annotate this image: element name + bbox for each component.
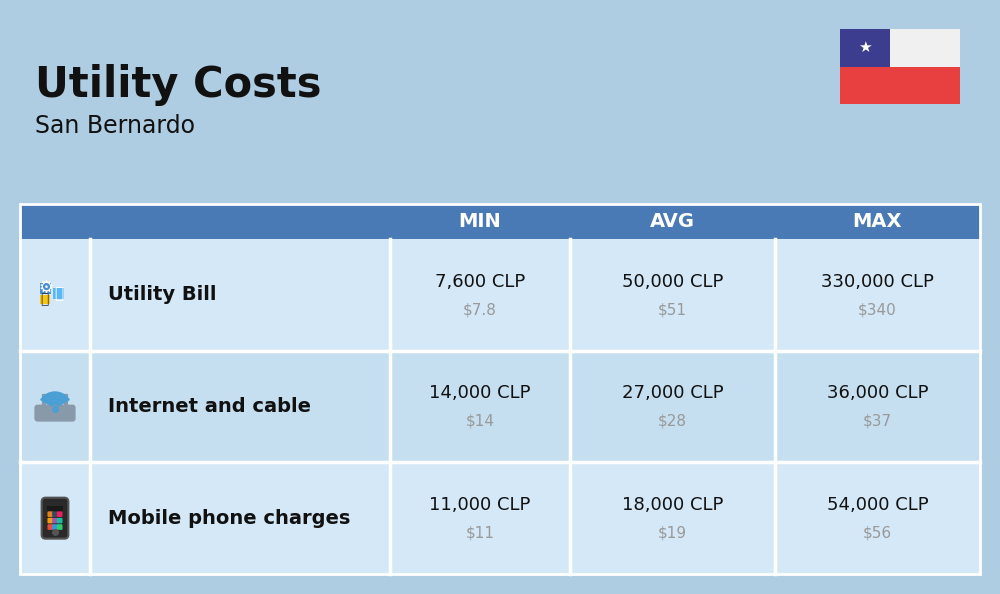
Text: $56: $56 <box>863 526 892 541</box>
Text: 11,000 CLP: 11,000 CLP <box>429 496 531 514</box>
Text: San Bernardo: San Bernardo <box>35 114 195 138</box>
FancyBboxPatch shape <box>47 518 53 523</box>
Text: $51: $51 <box>658 302 687 317</box>
Text: Internet and cable: Internet and cable <box>108 397 311 416</box>
Bar <box>840 29 890 67</box>
Bar <box>47 505 63 529</box>
Text: $11: $11 <box>466 526 494 541</box>
Text: 🚰: 🚰 <box>54 286 63 301</box>
FancyBboxPatch shape <box>52 524 58 530</box>
Text: Utility Costs: Utility Costs <box>35 64 322 106</box>
FancyBboxPatch shape <box>47 524 53 530</box>
Text: 50,000 CLP: 50,000 CLP <box>622 273 723 291</box>
Bar <box>840 67 960 104</box>
Bar <box>840 29 960 67</box>
Text: MIN: MIN <box>459 212 501 231</box>
FancyBboxPatch shape <box>34 405 76 422</box>
Text: $19: $19 <box>658 526 687 541</box>
Text: ⚙: ⚙ <box>38 279 53 297</box>
Text: Utility Bill: Utility Bill <box>108 285 216 304</box>
Text: $340: $340 <box>858 302 897 317</box>
Text: $7.8: $7.8 <box>463 302 497 317</box>
Text: 18,000 CLP: 18,000 CLP <box>622 496 723 514</box>
Text: 36,000 CLP: 36,000 CLP <box>827 384 928 403</box>
Text: Mobile phone charges: Mobile phone charges <box>108 508 350 527</box>
Text: MAX: MAX <box>853 212 902 231</box>
Text: 14,000 CLP: 14,000 CLP <box>429 384 531 403</box>
Text: 27,000 CLP: 27,000 CLP <box>622 384 723 403</box>
Bar <box>20 239 980 350</box>
Text: 330,000 CLP: 330,000 CLP <box>821 273 934 291</box>
Bar <box>20 204 980 574</box>
Text: $28: $28 <box>658 414 687 429</box>
Bar <box>40 295 50 304</box>
Text: $37: $37 <box>863 414 892 429</box>
FancyBboxPatch shape <box>57 511 63 517</box>
Bar <box>40 283 51 294</box>
Text: ★: ★ <box>858 40 872 55</box>
FancyBboxPatch shape <box>47 511 53 517</box>
FancyBboxPatch shape <box>57 518 63 523</box>
Bar <box>20 350 980 462</box>
FancyBboxPatch shape <box>57 524 63 530</box>
Text: AVG: AVG <box>650 212 695 231</box>
Bar <box>53 288 64 299</box>
Text: 54,000 CLP: 54,000 CLP <box>827 496 928 514</box>
Text: 🔌: 🔌 <box>41 292 49 307</box>
FancyBboxPatch shape <box>52 518 58 523</box>
Text: $14: $14 <box>466 414 494 429</box>
FancyBboxPatch shape <box>42 498 68 539</box>
FancyBboxPatch shape <box>52 511 58 517</box>
Text: 7,600 CLP: 7,600 CLP <box>435 273 525 291</box>
Bar <box>20 462 980 574</box>
Bar <box>20 204 980 239</box>
